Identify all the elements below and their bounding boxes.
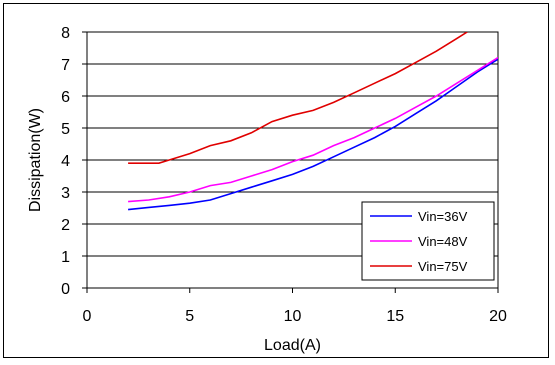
y-tick-label: 1 — [61, 249, 70, 266]
x-tick-label: 5 — [185, 308, 194, 325]
y-tick-label: 8 — [61, 25, 70, 42]
x-tick-label: 10 — [284, 308, 302, 325]
x-tick-label: 0 — [83, 308, 92, 325]
series-line-1 — [128, 58, 498, 211]
legend-label: Vin=75V — [418, 259, 468, 274]
y-tick-label: 6 — [61, 89, 70, 106]
y-tick-label: 3 — [61, 185, 70, 202]
y-axis-label: Dissipation(W) — [27, 108, 44, 212]
gridlines — [87, 31, 498, 257]
x-tick-label: 20 — [489, 308, 507, 325]
series-lines — [128, 32, 498, 211]
axes — [82, 31, 499, 293]
series-line-2 — [128, 56, 498, 203]
legend-label: Vin=48V — [418, 234, 468, 249]
series-line-3 — [128, 32, 468, 164]
y-tick-label: 4 — [61, 153, 70, 170]
x-axis-label: Load(A) — [264, 337, 321, 354]
legend: Vin=36V Vin=48V Vin=75V — [361, 201, 495, 281]
x-tick-label: 15 — [386, 308, 404, 325]
legend-label: Vin=36V — [418, 209, 468, 224]
y-tick-label: 2 — [61, 217, 70, 234]
y-tick-label: 7 — [61, 57, 70, 74]
y-tick-label: 5 — [61, 121, 70, 138]
y-tick-label: 0 — [61, 281, 70, 298]
tick-labels: 0 5 10 15 20 0 1 2 3 4 5 6 7 8 — [61, 25, 507, 325]
